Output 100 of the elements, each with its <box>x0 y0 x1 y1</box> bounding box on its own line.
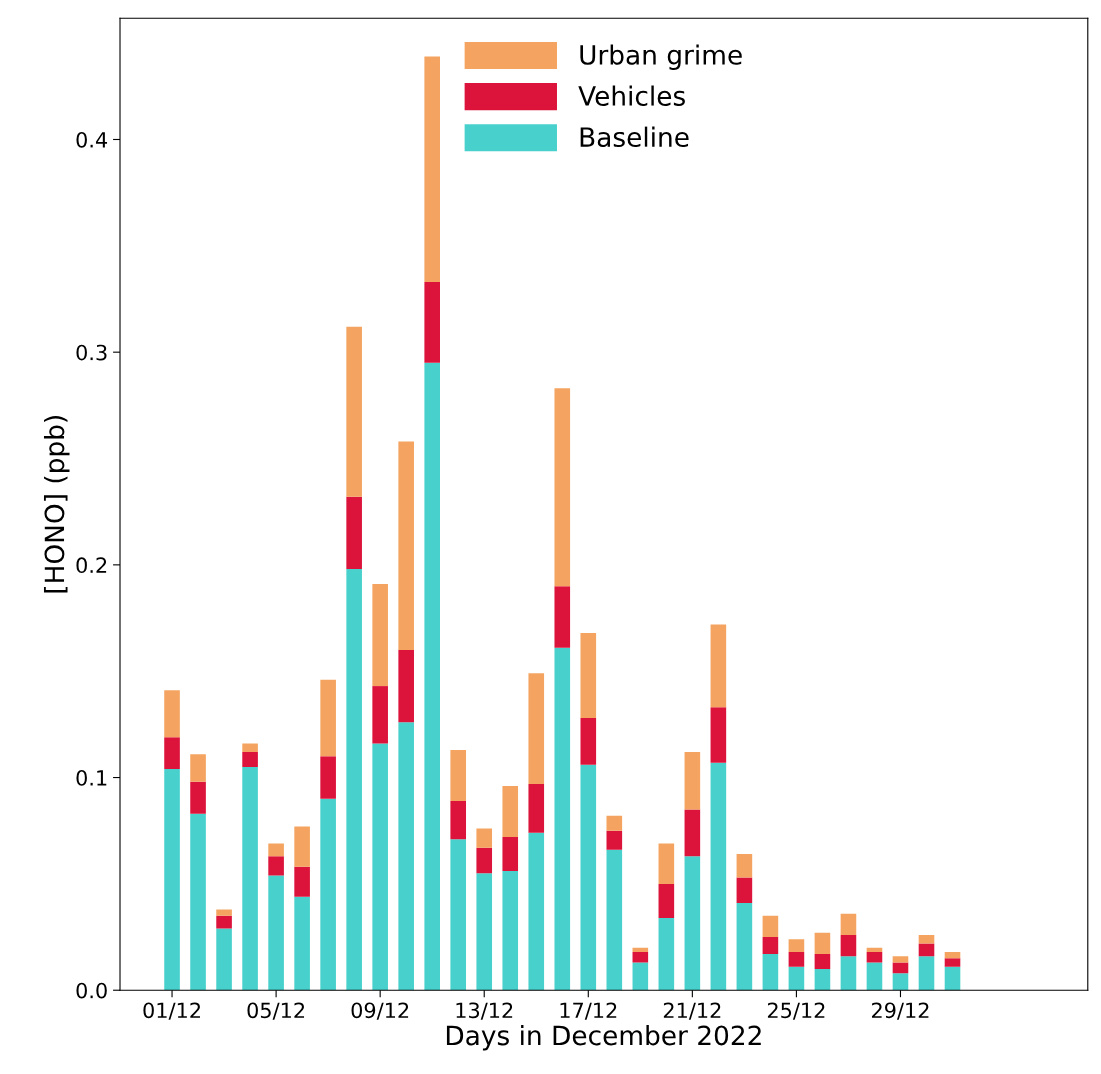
bar <box>164 737 180 770</box>
bar <box>346 496 362 570</box>
bar <box>450 749 467 801</box>
bar <box>242 743 258 753</box>
bar <box>190 754 206 782</box>
bar <box>762 937 779 955</box>
bar <box>710 707 727 763</box>
x-tick-label: 17/12 <box>560 1002 617 1020</box>
y-tick-label: 0.4 <box>76 131 108 148</box>
x-tick-label: 05/12 <box>247 1002 305 1020</box>
bar <box>580 632 597 718</box>
bar <box>476 873 493 991</box>
bar <box>684 856 701 991</box>
bar <box>554 586 571 648</box>
bar <box>216 909 232 916</box>
bar <box>944 958 961 967</box>
bar <box>814 954 831 969</box>
bar <box>736 877 753 904</box>
x-tick-label: 13/12 <box>456 1002 513 1020</box>
x-tick-label: 01/12 <box>143 1002 200 1020</box>
bar <box>294 826 310 867</box>
y-tick-label: 0.0 <box>76 982 107 999</box>
bar <box>892 956 909 963</box>
bar <box>606 849 623 991</box>
bar <box>918 943 935 957</box>
bar <box>268 856 284 876</box>
bar <box>632 947 649 952</box>
bar <box>658 843 675 884</box>
bar <box>580 764 597 991</box>
bar <box>840 934 857 957</box>
bar <box>554 388 571 587</box>
y-axis-title: [HONO] (ppb) <box>43 416 70 593</box>
bar <box>944 966 961 991</box>
bar <box>242 766 258 991</box>
bar <box>424 56 440 282</box>
bar <box>892 962 909 974</box>
bar <box>320 679 336 757</box>
bar <box>918 934 935 944</box>
x-tick-label: 25/12 <box>767 1002 825 1020</box>
bar <box>866 947 883 952</box>
bar <box>554 647 571 991</box>
bar <box>658 883 675 918</box>
bar <box>476 847 493 874</box>
bar <box>450 800 467 840</box>
bar <box>398 649 414 723</box>
bar <box>450 839 467 991</box>
bar <box>268 875 284 991</box>
legend-label: Urban grime <box>580 44 742 70</box>
y-tick-label: 0.1 <box>76 770 107 786</box>
bar <box>814 932 831 955</box>
bar <box>294 866 310 897</box>
bar <box>684 752 701 810</box>
bar <box>216 915 232 929</box>
bar <box>502 786 519 838</box>
bar <box>762 954 779 991</box>
bar <box>190 781 206 814</box>
bar <box>632 951 649 963</box>
bar <box>268 843 284 857</box>
bar <box>918 956 935 991</box>
bar <box>580 717 597 765</box>
x-tick-label: 09/12 <box>351 1002 409 1020</box>
bar <box>398 441 414 650</box>
bar <box>190 813 206 991</box>
bar <box>788 966 805 991</box>
bar <box>736 903 753 991</box>
bar <box>320 798 336 991</box>
bar <box>840 913 857 935</box>
bar <box>424 362 440 991</box>
bar <box>528 673 545 784</box>
bar <box>502 837 519 872</box>
bar <box>710 762 727 991</box>
bar <box>346 569 362 991</box>
bar <box>944 951 961 959</box>
bar <box>684 809 701 857</box>
bar <box>372 686 388 744</box>
bar <box>606 815 623 831</box>
x-axis-title: Days in December 2022 <box>446 1024 761 1051</box>
bar <box>788 951 805 967</box>
bar <box>866 962 883 991</box>
bar <box>528 832 545 991</box>
legend-label: Baseline <box>580 126 689 148</box>
bar <box>372 743 388 991</box>
bar <box>372 584 388 687</box>
bar <box>866 951 883 963</box>
y-tick-label: 0.3 <box>76 344 107 361</box>
x-tick-label: 21/12 <box>663 1002 721 1020</box>
bar <box>346 326 362 497</box>
bar <box>892 973 909 991</box>
bar <box>294 896 310 991</box>
bar <box>632 962 649 991</box>
bar <box>814 968 831 991</box>
bar <box>424 281 440 363</box>
bar <box>164 690 180 738</box>
bar <box>528 783 545 833</box>
bar <box>658 917 675 991</box>
bar <box>840 956 857 991</box>
bar <box>762 915 779 938</box>
bar <box>710 624 727 708</box>
bar <box>164 769 180 991</box>
x-tick-label: 29/12 <box>871 1002 929 1020</box>
